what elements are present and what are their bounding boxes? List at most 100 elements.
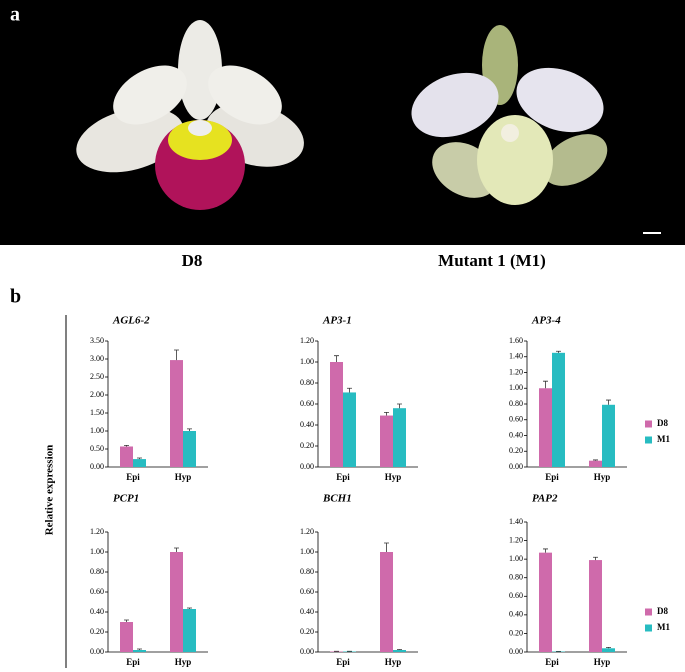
x-tick-label: Hyp [385,472,402,482]
y-tick-label: 0.00 [509,462,523,471]
error-bar [187,607,192,609]
y-tick-label: 0.80 [300,567,314,576]
y-tick-label: 3.50 [90,336,104,345]
flower-m1 [411,25,608,205]
bar [602,648,615,652]
bar [343,651,356,652]
error-bar [174,547,179,552]
error-bar [397,649,402,650]
chart-title: AP3-1 [322,315,352,327]
legend-label: D8 [657,418,668,428]
bar [393,650,406,652]
y-axis-label: Relative expression [44,445,56,536]
legend-label: D8 [657,606,668,616]
y-tick-label: 0.60 [90,587,104,596]
x-tick-label: Epi [545,472,559,482]
x-tick-label: Hyp [175,472,192,482]
y-tick-label: 1.00 [90,547,104,556]
y-tick-label: 0.20 [300,441,314,450]
bar [183,431,196,467]
x-tick-label: Epi [545,657,559,667]
y-tick-label: 0.60 [509,415,523,424]
chart-title: AGL6-2 [112,315,150,327]
y-tick-label: 0.40 [509,610,523,619]
error-bar [187,428,192,431]
error-bar [124,619,129,622]
y-tick-label: 0.00 [90,647,104,656]
bar [380,552,393,652]
bar [120,446,133,467]
bar [133,459,146,467]
y-tick-label: 0.20 [90,627,104,636]
legend-swatch [645,436,652,444]
error-bar [137,457,142,460]
x-tick-label: Epi [336,657,350,667]
bar [133,650,146,652]
error-bar [556,350,561,353]
y-tick-label: 0.00 [300,647,314,656]
y-tick-label: 0.00 [90,462,104,471]
y-tick-label: 1.40 [509,517,523,526]
chart-title: BCH1 [322,493,352,505]
error-bar [334,355,339,362]
y-tick-label: 0.60 [300,399,314,408]
y-tick-label: 0.20 [509,628,523,637]
error-bar [606,399,611,405]
bar [552,352,565,467]
legend-swatch [645,608,652,616]
y-tick-label: 0.00 [300,462,314,471]
error-bar [606,646,611,649]
y-tick-label: 1.00 [300,547,314,556]
chart-title: PCP1 [113,493,139,505]
y-tick-label: 0.60 [300,587,314,596]
y-tick-label: 0.50 [90,444,104,453]
bar [539,388,552,467]
y-tick-label: 0.20 [300,627,314,636]
bar [380,415,393,467]
y-tick-label: 1.20 [509,535,523,544]
x-tick-label: Hyp [594,472,611,482]
bar [589,460,602,467]
y-tick-label: 1.20 [90,527,104,536]
y-tick-label: 1.60 [509,336,523,345]
bar [170,360,183,467]
error-bar [124,445,129,447]
x-tick-label: Epi [336,472,350,482]
y-tick-label: 1.20 [300,527,314,536]
bar [393,408,406,467]
error-bar [397,403,402,409]
legend-swatch [645,420,652,428]
bar [539,552,552,652]
bar [602,404,615,467]
error-bar [543,380,548,389]
y-tick-label: 0.80 [509,573,523,582]
bar [170,552,183,652]
y-tick-label: 1.50 [90,408,104,417]
y-tick-label: 0.00 [509,647,523,656]
error-bar [347,387,352,393]
bar [330,651,343,652]
y-tick-label: 1.00 [509,554,523,563]
error-bar [593,459,598,461]
error-bar [137,648,142,650]
y-tick-label: 0.80 [509,399,523,408]
y-tick-label: 2.00 [90,390,104,399]
y-tick-label: 1.20 [300,336,314,345]
photo-caption: Mutant 1 (M1) [438,251,546,270]
error-bar [593,556,598,561]
flower-d8 [76,20,304,210]
legend-label: M1 [657,622,670,632]
x-tick-label: Hyp [175,657,192,667]
y-tick-label: 1.00 [90,426,104,435]
y-tick-label: 1.40 [509,352,523,361]
error-bar [384,412,389,416]
x-tick-label: Epi [126,657,140,667]
y-tick-label: 2.50 [90,372,104,381]
bar [343,392,356,467]
bar [330,362,343,467]
chart-title: AP3-4 [531,315,561,327]
error-bar [543,548,548,553]
bar [589,560,602,652]
y-tick-label: 0.80 [300,378,314,387]
